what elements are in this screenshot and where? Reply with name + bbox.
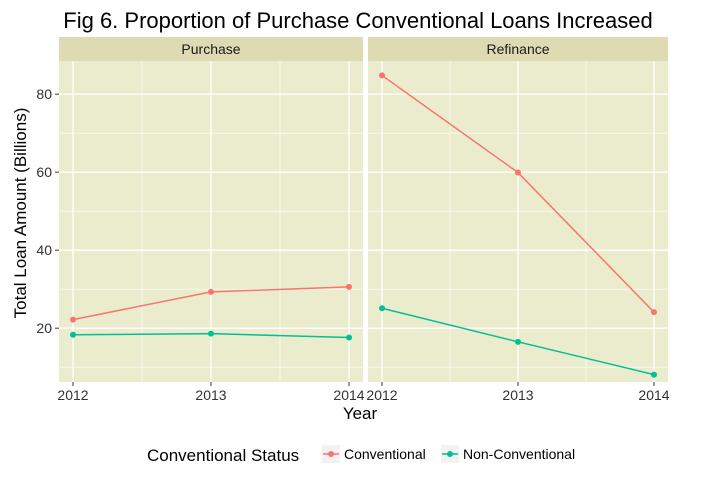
- legend-entry-non-conventional: Non-Conventional: [441, 445, 575, 463]
- legend: Conventional Status Conventional Non-Conv…: [147, 445, 575, 465]
- facet-strip-label: Purchase: [181, 41, 240, 57]
- legend-key-point: [447, 451, 453, 457]
- x-tick-label: 2014: [638, 387, 669, 403]
- legend-key-point: [328, 451, 334, 457]
- x-tick-label: 2013: [195, 387, 226, 403]
- y-tick-label: 80: [36, 86, 52, 102]
- y-axis-label: Total Loan Amount (Billions): [11, 108, 30, 319]
- facet-panels: Purchase 2012 2013 2014 20 40 60 80 Refinance 201…: [36, 37, 670, 403]
- facet-panel-purchase: Purchase 2012 2013 2014 20 40 60 80: [36, 37, 365, 403]
- data-point: [651, 309, 657, 316]
- data-point: [70, 316, 76, 323]
- data-point: [346, 283, 352, 290]
- facet-panel-refinance: Refinance 2012 2013 2014: [366, 37, 670, 403]
- y-tick-label: 20: [36, 320, 52, 336]
- facet-strip: [59, 37, 363, 61]
- legend-entry-conventional: Conventional: [322, 445, 426, 463]
- legend-label: Non-Conventional: [463, 446, 575, 462]
- x-axis-label: Year: [343, 404, 378, 423]
- legend-title: Conventional Status: [147, 446, 299, 465]
- chart-title: Fig 6. Proportion of Purchase Convention…: [63, 8, 652, 33]
- data-point: [515, 169, 521, 176]
- data-point: [515, 338, 521, 345]
- data-point: [379, 72, 385, 79]
- x-tick-label: 2012: [57, 387, 88, 403]
- x-tick-label: 2014: [333, 387, 364, 403]
- data-point: [379, 305, 385, 312]
- x-tick-label: 2013: [502, 387, 533, 403]
- facet-strip-label: Refinance: [486, 41, 549, 57]
- data-point: [208, 330, 214, 337]
- data-point: [346, 334, 352, 341]
- y-tick-label: 40: [36, 242, 52, 258]
- data-point: [70, 331, 76, 338]
- data-point: [208, 288, 214, 295]
- legend-label: Conventional: [344, 446, 426, 462]
- y-tick-label: 60: [36, 164, 52, 180]
- data-point: [651, 371, 657, 378]
- facet-strip: [368, 37, 668, 61]
- x-tick-label: 2012: [366, 387, 397, 403]
